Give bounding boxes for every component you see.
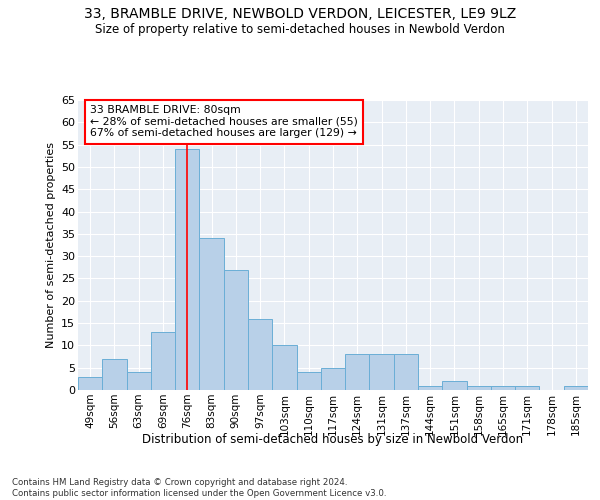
Bar xyxy=(151,332,175,390)
Bar xyxy=(394,354,418,390)
Bar xyxy=(272,346,296,390)
Y-axis label: Number of semi-detached properties: Number of semi-detached properties xyxy=(46,142,56,348)
Bar xyxy=(248,318,272,390)
Bar xyxy=(199,238,224,390)
Bar xyxy=(127,372,151,390)
Bar xyxy=(321,368,345,390)
Bar xyxy=(442,381,467,390)
Text: Contains HM Land Registry data © Crown copyright and database right 2024.
Contai: Contains HM Land Registry data © Crown c… xyxy=(12,478,386,498)
Text: 33 BRAMBLE DRIVE: 80sqm
← 28% of semi-detached houses are smaller (55)
67% of se: 33 BRAMBLE DRIVE: 80sqm ← 28% of semi-de… xyxy=(90,105,358,138)
Text: Distribution of semi-detached houses by size in Newbold Verdon: Distribution of semi-detached houses by … xyxy=(142,432,524,446)
Bar xyxy=(224,270,248,390)
Bar xyxy=(102,359,127,390)
Bar xyxy=(467,386,491,390)
Bar xyxy=(175,149,199,390)
Text: Size of property relative to semi-detached houses in Newbold Verdon: Size of property relative to semi-detach… xyxy=(95,22,505,36)
Bar xyxy=(296,372,321,390)
Bar xyxy=(78,376,102,390)
Bar xyxy=(345,354,370,390)
Bar xyxy=(491,386,515,390)
Bar xyxy=(418,386,442,390)
Text: 33, BRAMBLE DRIVE, NEWBOLD VERDON, LEICESTER, LE9 9LZ: 33, BRAMBLE DRIVE, NEWBOLD VERDON, LEICE… xyxy=(84,8,516,22)
Bar xyxy=(370,354,394,390)
Bar xyxy=(564,386,588,390)
Bar xyxy=(515,386,539,390)
